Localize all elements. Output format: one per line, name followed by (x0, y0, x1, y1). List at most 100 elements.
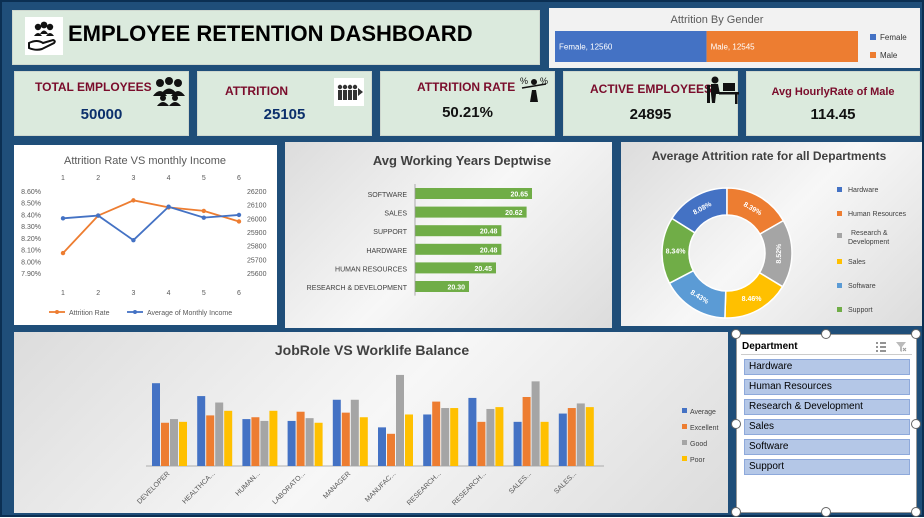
kpi-total-employees-value: 50000 (80, 106, 123, 123)
bar-category-label: HARDWARE (366, 248, 407, 255)
bar-value-label: 20.48 (480, 229, 498, 236)
legend-swatch (837, 187, 842, 192)
donut-slice-support (661, 217, 696, 285)
x-tick-label: LABORATO... (271, 470, 307, 506)
resize-handle[interactable] (911, 329, 921, 339)
kpi-active-employees-title: ACTIVE EMPLOYEES (590, 82, 713, 96)
bar-good (576, 403, 585, 466)
bar-excellent (432, 401, 441, 466)
chart-title: Attrition By Gender (671, 14, 764, 26)
bar-human-resources (415, 262, 496, 274)
kpi-active-employees: ACTIVE EMPLOYEES 24895 (563, 71, 739, 136)
x-tick-label: HUMAN... (235, 470, 262, 497)
resize-handle[interactable] (731, 507, 741, 517)
bar-average (558, 413, 567, 466)
bar-good (441, 408, 450, 466)
slicer-item-support[interactable]: Support (744, 459, 910, 475)
y-right-tick: 26000 (247, 216, 267, 223)
y-right-tick: 25700 (247, 257, 267, 264)
line-point (60, 216, 66, 221)
bar-average (378, 427, 386, 466)
x-tick-label: MANUFAC... (364, 470, 397, 503)
bar-average (152, 383, 160, 466)
legend-label: Research & (851, 230, 888, 237)
donut-value-label: 8.52% (776, 243, 783, 264)
legend-swatch (837, 307, 842, 312)
bar-poor (405, 414, 413, 466)
bar-sales (415, 206, 527, 218)
bar-excellent (477, 421, 486, 466)
legend-label: Male (880, 51, 898, 60)
chart-title: Average Attrition rate for all Departmen… (652, 149, 887, 163)
resize-handle[interactable] (911, 419, 921, 429)
slicer-divider (741, 354, 912, 355)
x-tick-bottom: 1 (61, 290, 65, 297)
donut-value-label: 8.46% (742, 296, 763, 303)
header-banner: EMPLOYEE RETENTION DASHBOARD (12, 10, 540, 65)
slicer-item-hardware[interactable]: Hardware (744, 359, 910, 375)
bar-value-label: 20.62 (505, 210, 523, 217)
kpi-attrition: ATTRITION 25105 (197, 71, 372, 136)
resize-handle[interactable] (731, 329, 741, 339)
department-slicer[interactable]: Department Hardware Human Resources Rese… (736, 334, 917, 513)
legend-label: Excellent (690, 425, 718, 432)
x-tick-bottom: 2 (96, 290, 100, 297)
multi-select-icon[interactable] (875, 340, 887, 352)
bar-poor (495, 407, 504, 466)
y-left-tick: 8.50% (21, 201, 41, 208)
resize-handle[interactable] (821, 507, 831, 517)
line-point (166, 204, 171, 209)
kpi-attrition-value: 25105 (263, 106, 306, 123)
bar-excellent (206, 415, 215, 466)
line-point (201, 215, 206, 220)
x-tick-label: RESEARCH... (451, 470, 488, 507)
jobrole-chart-panel: JobRole VS Worklife Balance DEVELOPER HEAL… (14, 332, 728, 513)
clear-filter-icon[interactable] (895, 340, 907, 352)
legend-label: Support (848, 307, 873, 314)
people-leaving-icon (334, 78, 364, 111)
bar-value-label: 20.65 (510, 192, 528, 199)
bar-poor (585, 407, 594, 466)
resize-handle[interactable] (821, 329, 831, 339)
chart-title: Attrition Rate VS monthly Income (64, 155, 226, 167)
bar-excellent (251, 417, 260, 466)
person-desk-icon (705, 75, 739, 110)
bar-excellent (387, 433, 395, 466)
kpi-attrition-rate-title: ATTRITION RATE (417, 80, 516, 94)
slicer-item-software[interactable]: Software (744, 439, 910, 455)
slicer-item-sales[interactable]: Sales (744, 419, 910, 435)
legend-label: Average of Monthly Income (147, 310, 232, 317)
legend-marker (55, 310, 59, 314)
line-point (60, 250, 66, 256)
legend-swatch (837, 259, 842, 264)
legend-swatch (870, 34, 876, 40)
income-chart: Attrition Rate VS monthly Income 8.60% 8.5… (21, 155, 267, 317)
people-group-icon (151, 76, 187, 111)
y-right-tick: 25800 (247, 244, 267, 251)
gender-chart-panel: Attrition By Gender Female, 12560 Male, 12… (549, 8, 920, 68)
line-point (201, 208, 206, 214)
y-left-tick: 7.90% (21, 271, 41, 278)
bar-poor (179, 421, 187, 466)
resize-handle[interactable] (911, 507, 921, 517)
donut-value-label: 8.34% (666, 249, 687, 256)
resize-handle[interactable] (731, 419, 741, 429)
bar-good (305, 418, 314, 466)
slicer-item-research-development[interactable]: Research & Development (744, 399, 910, 415)
income-chart-panel: Attrition Rate VS monthly Income 8.60% 8.5… (14, 145, 277, 325)
bar-good (260, 420, 269, 466)
slicer-item-human-resources[interactable]: Human Resources (744, 379, 910, 395)
svg-text:%: % (520, 76, 528, 86)
bar-excellent (161, 422, 169, 466)
bar-average (423, 414, 432, 466)
kpi-total-employees: TOTAL EMPLOYEES 50000 (14, 71, 189, 136)
years-chart-panel: Avg Working Years Deptwise SOFTWARE 20.65 S… (285, 142, 612, 328)
kpi-attrition-rate: ATTRITION RATE %% 50.21% (380, 71, 555, 136)
x-tick-label: SALES... (508, 470, 533, 495)
y-right-tick: 25900 (247, 230, 267, 237)
legend-swatch (682, 408, 687, 413)
line-point (236, 212, 242, 218)
legend-label: Sales (848, 259, 866, 266)
x-tick-bottom: 4 (167, 290, 171, 297)
